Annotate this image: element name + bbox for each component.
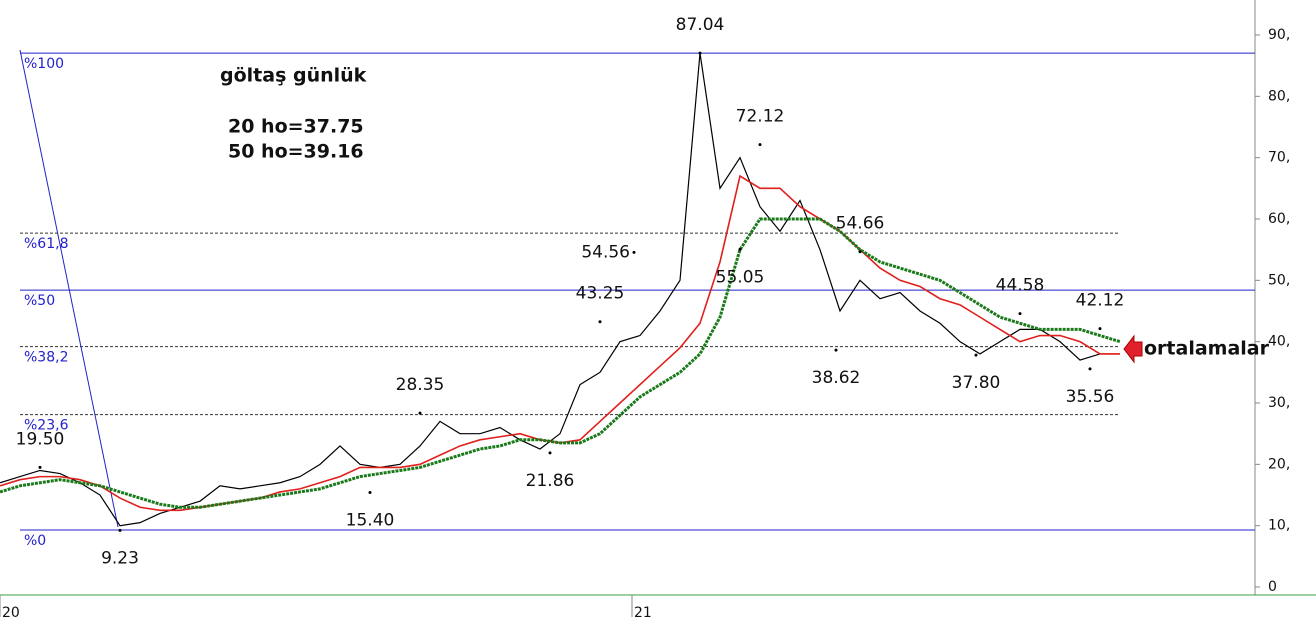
fib-label: %23,6 — [24, 418, 69, 434]
annotation-point — [1088, 367, 1092, 371]
annotation-label: 19.50 — [16, 429, 65, 449]
annotation-point — [698, 51, 702, 55]
series-line — [0, 53, 1120, 527]
y-tick-label: 10, — [1268, 518, 1290, 534]
note: 50 ho=39.16 — [228, 141, 364, 163]
series-line — [0, 174, 1120, 512]
fib-label: %50 — [24, 293, 55, 309]
annotation-label: 28.35 — [396, 375, 445, 395]
fib-label: %38,2 — [24, 350, 68, 366]
annotation-point — [834, 348, 838, 352]
annotation-point — [548, 451, 552, 455]
annotation-label: 37.80 — [952, 373, 1001, 393]
annotation-point — [1098, 327, 1102, 331]
annotation-point — [858, 250, 862, 254]
annotation-point — [632, 250, 636, 254]
annotation-label: 44.58 — [996, 276, 1045, 296]
pointer-arrow — [1123, 334, 1143, 364]
annotation-label: 72.12 — [736, 107, 785, 127]
fib-label: %100 — [24, 56, 64, 72]
annotation-label: 21.86 — [526, 471, 575, 491]
annotation-point — [758, 143, 762, 147]
annotation-label: 35.56 — [1066, 387, 1115, 407]
y-tick-label: 30, — [1268, 395, 1290, 411]
annotation-label: 43.25 — [576, 284, 625, 304]
note: 20 ho=37.75 — [228, 116, 364, 138]
y-tick-label: 20, — [1268, 456, 1290, 472]
y-tick-label: 90, — [1268, 27, 1290, 43]
fib-label: %0 — [24, 533, 46, 549]
y-tick-label: 80, — [1268, 88, 1290, 104]
y-tick-label: 60, — [1268, 211, 1290, 227]
annotation-label: 9.23 — [101, 548, 139, 568]
annotation-point — [118, 528, 122, 532]
annotation-point — [418, 411, 422, 415]
annotation-label: 42.12 — [1076, 291, 1125, 311]
x-tick-label: 21 — [634, 605, 652, 621]
annotation-point — [974, 353, 978, 357]
fib-label: %61,8 — [24, 236, 68, 252]
annotation-label: 54.66 — [836, 214, 885, 234]
annotation-label: 55.05 — [716, 267, 765, 287]
annotation-label: 38.62 — [812, 368, 861, 388]
annotation-point — [598, 320, 602, 324]
chart-title: göltaş günlük — [220, 65, 367, 87]
y-tick-label: 40, — [1268, 334, 1290, 350]
annotation-label: 15.40 — [346, 511, 395, 531]
annotation-point — [738, 247, 742, 251]
x-tick-label: 20 — [2, 605, 20, 621]
annotation-label: 87.04 — [676, 15, 725, 35]
y-tick-label: 50, — [1268, 272, 1290, 288]
y-tick-label: 70, — [1268, 150, 1290, 166]
annotation-label: 54.56 — [581, 242, 630, 262]
annotation-point — [368, 491, 372, 495]
annotation-point — [1018, 312, 1022, 316]
pointer-label: ortalamalar — [1144, 338, 1270, 360]
series-line — [0, 217, 1121, 509]
y-tick-label: 0 — [1268, 579, 1277, 595]
annotation-point — [38, 465, 42, 469]
trend-line — [19, 49, 119, 528]
